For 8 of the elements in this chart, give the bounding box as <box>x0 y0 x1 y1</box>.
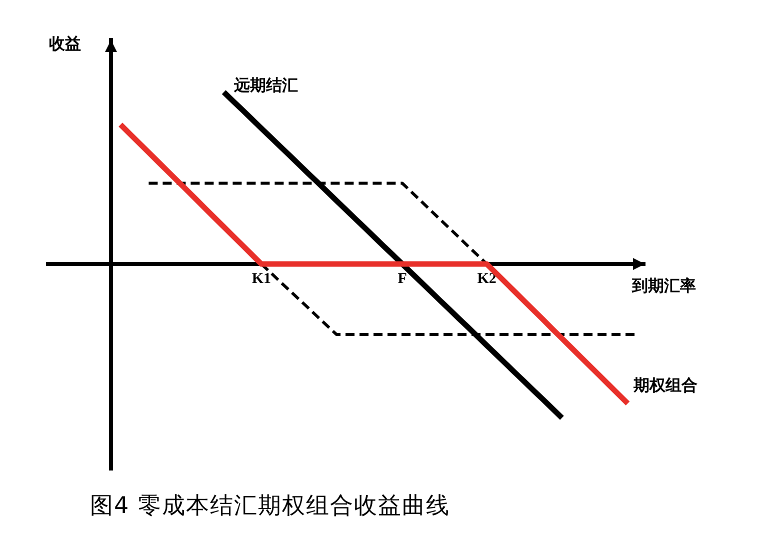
text: 图4 零成本结汇期权组合收益曲线 <box>90 492 450 519</box>
series-label: 期权组合 <box>632 376 698 395</box>
y-axis-title: 收益 <box>49 34 82 54</box>
x-tick-label: K1 <box>252 270 271 287</box>
series-label: 远期结汇 <box>232 75 298 94</box>
x-axis-title: 到期汇率 <box>631 276 696 296</box>
x-tick-label: K2 <box>477 270 496 287</box>
x-tick-label: F <box>398 270 407 287</box>
